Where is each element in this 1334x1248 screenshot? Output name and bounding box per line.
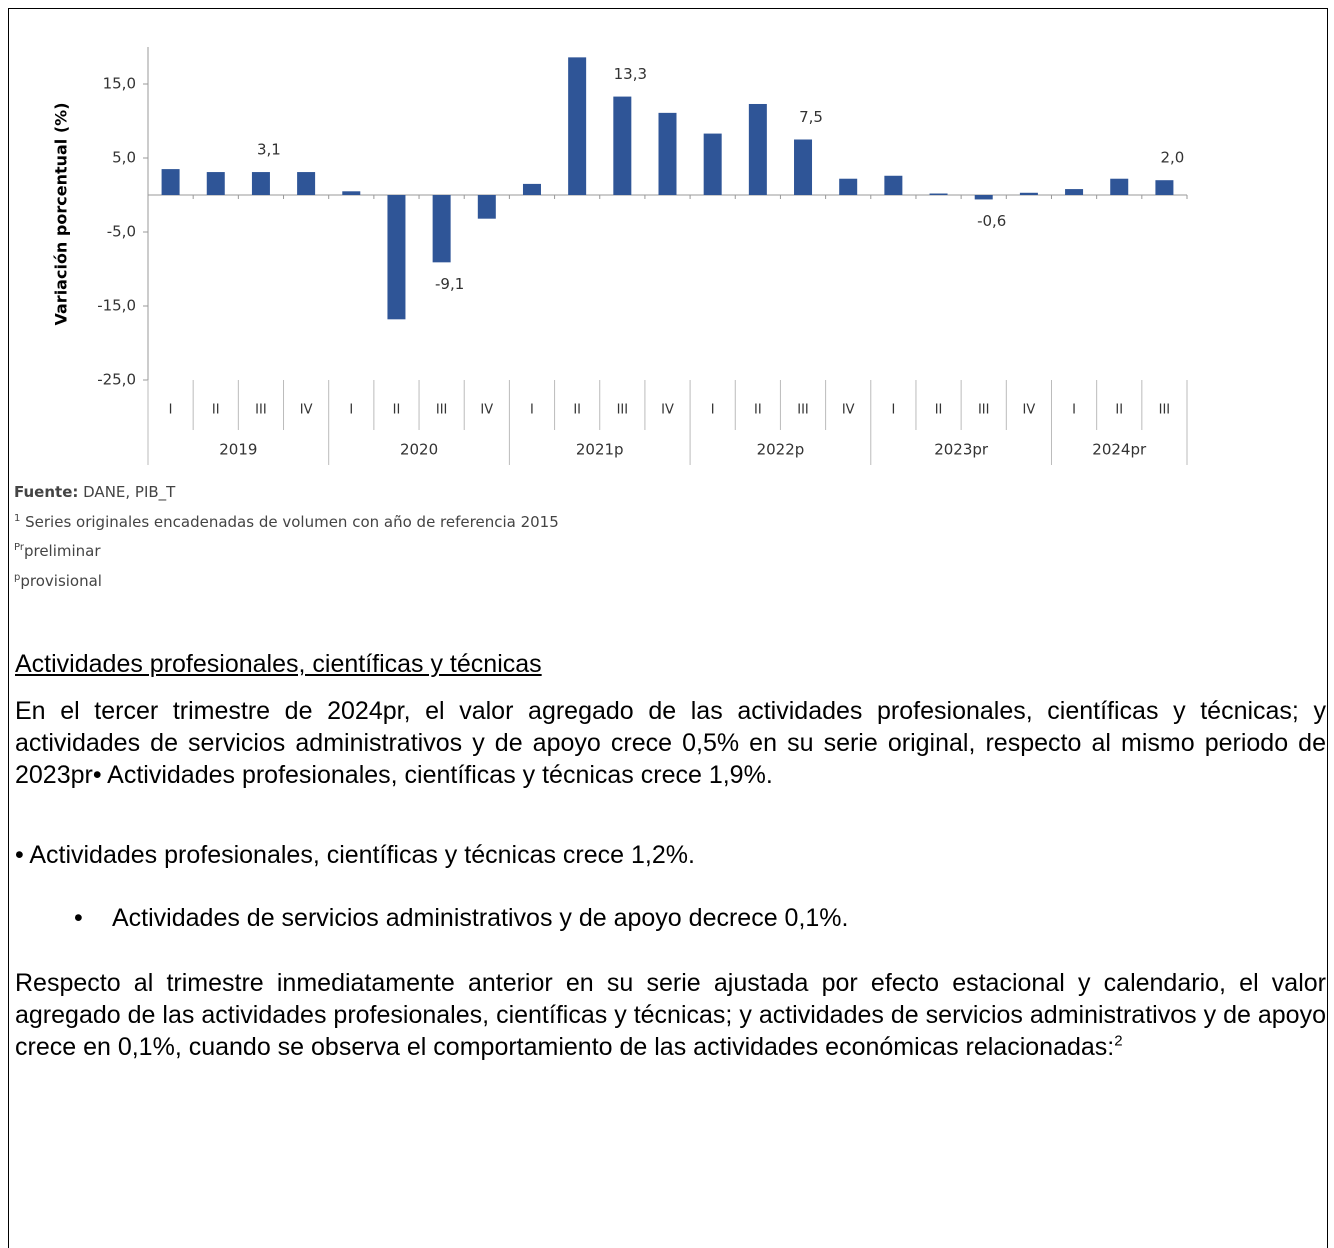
chart: Variación porcentual (%) 15,0 5,0 -5,0 -15,… (52, 47, 1188, 465)
x-tick-label: II (935, 403, 943, 418)
group-label: 2021p (576, 441, 624, 459)
x-tick-label: III (978, 403, 990, 418)
source-label: Fuente: (14, 483, 79, 501)
group-label: 2019 (219, 441, 257, 459)
bar (1110, 178, 1129, 195)
value-label: 13,3 (614, 65, 647, 83)
heading: Actividades profesionales, científicas y… (15, 650, 542, 678)
x-tick-label: IV (842, 403, 855, 418)
group-label: 2024pr (1092, 441, 1147, 459)
x-tick-label: II (754, 403, 762, 418)
value-label: 2,0 (1160, 149, 1184, 167)
paragraph: Respecto al trimestre inmediatamente ant… (15, 967, 1326, 1063)
bullet-dot: • (74, 904, 83, 932)
footnote-mark: p (14, 571, 21, 583)
x-tick-label: I (711, 403, 715, 418)
bar (613, 96, 632, 195)
bullet-item: • Actividades de servicios administrativo… (74, 902, 1324, 934)
y-tick-label: -15,0 (97, 297, 136, 315)
bar (703, 133, 722, 195)
paragraph-text: Respecto al trimestre inmediatamente ant… (15, 969, 1326, 1061)
bar (161, 169, 180, 195)
bar (929, 193, 948, 195)
bar (297, 172, 316, 195)
footnote-text: preliminar (23, 542, 101, 560)
bar (522, 183, 541, 195)
footnote: 1 Series originales encadenadas de volum… (14, 506, 559, 536)
group-label: 2020 (400, 441, 438, 459)
x-tick-label: I (891, 403, 895, 418)
value-label: -0,6 (977, 212, 1006, 230)
x-tick-label: I (349, 403, 353, 418)
x-tick-label: IV (1023, 403, 1036, 418)
y-tick-label: -25,0 (97, 371, 136, 389)
x-tick-label: I (169, 403, 173, 418)
bar (568, 57, 587, 195)
group-label: 2023pr (934, 441, 989, 459)
value-label: -9,1 (435, 275, 464, 293)
x-tick-label: II (1115, 403, 1123, 418)
x-tick-label: III (255, 403, 267, 418)
bar (794, 139, 813, 195)
bar (1155, 180, 1174, 195)
bar (387, 195, 406, 320)
page-frame (8, 8, 1328, 1248)
x-tick-label: III (797, 403, 809, 418)
bar (839, 178, 858, 195)
x-tick-label: IV (300, 403, 313, 418)
source-text: DANE, PIB_T (78, 483, 176, 501)
bar (477, 195, 496, 219)
bar (748, 103, 767, 195)
footnote-text: provisional (20, 571, 102, 590)
x-tick-label: IV (480, 403, 493, 418)
x-tick-label: III (436, 403, 448, 418)
y-tick-label: 5,0 (112, 149, 136, 167)
footnote: pprovisional (14, 565, 559, 595)
footnote-ref: 2 (1114, 1032, 1123, 1050)
footnote-text: Series originales encadenadas de volumen… (20, 512, 559, 531)
bar (884, 175, 903, 195)
bar (974, 195, 993, 200)
x-tick-label: III (617, 403, 629, 418)
bar (432, 195, 451, 263)
bullet-text: Actividades de servicios administrativos… (112, 904, 849, 932)
x-tick-label: IV (661, 403, 674, 418)
x-tick-label: I (530, 403, 534, 418)
y-tick-label: -5,0 (107, 223, 136, 241)
x-tick-label: III (1159, 403, 1171, 418)
bar (658, 112, 677, 195)
paragraph: • Actividades profesionales, científicas… (15, 841, 695, 869)
y-axis-label: Variación porcentual (%) (52, 102, 71, 325)
x-tick-label: I (1072, 403, 1076, 418)
footnote: Prpreliminar (14, 535, 559, 565)
x-tick-label: II (393, 403, 401, 418)
bar (206, 172, 225, 195)
source: Fuente: DANE, PIB_T (14, 480, 559, 506)
bar (342, 191, 361, 195)
notes: Fuente: DANE, PIB_T 1 Series originales … (14, 480, 559, 594)
bar (1019, 192, 1038, 195)
bar (251, 172, 270, 195)
value-label: 3,1 (257, 141, 281, 159)
value-label: 7,5 (799, 108, 823, 126)
x-tick-label: II (212, 403, 220, 418)
group-label: 2022p (757, 441, 805, 459)
x-tick-label: II (573, 403, 581, 418)
bar (1065, 189, 1084, 195)
paragraph: En el tercer trimestre de 2024pr, el val… (15, 697, 1326, 789)
footnote-mark: 1 (14, 512, 21, 524)
footnote-mark: Pr (14, 542, 24, 553)
y-tick-label: 15,0 (103, 75, 136, 93)
